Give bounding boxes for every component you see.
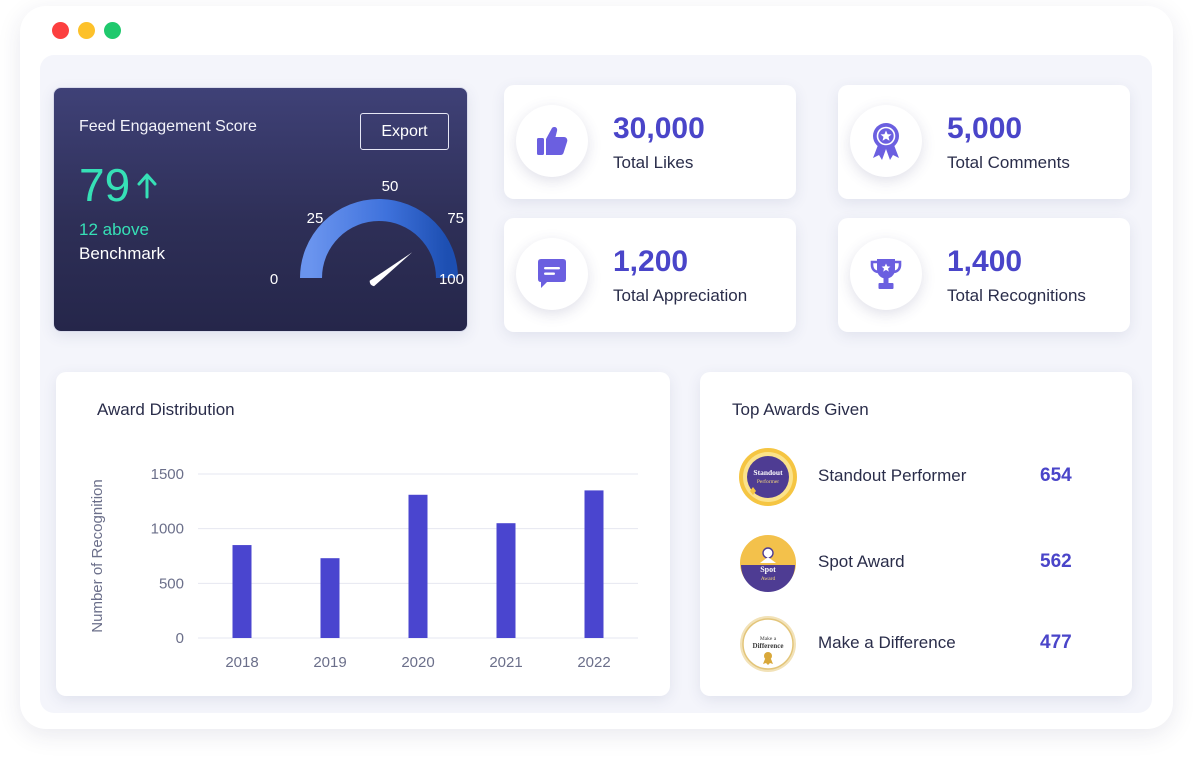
appreciation-value: 1,200 [613,245,689,278]
stat-card-comments: 5,000 Total Comments [838,85,1130,199]
comments-icon-wrap [850,105,922,177]
difference-badge-text-2: Difference [753,642,784,650]
y-tick-label-0: 0 [176,630,184,647]
engagement-gauge: 0 25 50 75 100 [270,178,464,288]
y-tick-label-1500: 1500 [151,466,184,483]
thumbs-up-icon [537,127,568,155]
x-tick-label-2019: 2019 [313,654,346,671]
award-distribution-chart: 0 500 1000 1500 2018 2019 2020 2021 2022 Number o… [89,466,638,671]
gauge-label-100: 100 [439,271,464,288]
x-tick-label-2022: 2022 [577,654,610,671]
spot-badge-text-2: Award [761,576,776,582]
award-count-make-difference: 477 [1040,632,1072,653]
award-row-make-difference[interactable]: Make a Difference Make a Difference 477 [738,614,1098,674]
bar-2022 [584,490,604,638]
close-window-button[interactable] [52,22,69,39]
appreciation-icon-wrap [516,238,588,310]
bar-2020 [408,494,428,638]
bar-2018 [232,545,252,638]
gauge-arc [300,199,458,279]
y-tick-label-1000: 1000 [151,521,184,538]
gauge-label-50: 50 [382,178,399,195]
comments-value: 5,000 [947,112,1023,145]
recognitions-label: Total Recognitions [947,286,1086,305]
gauge-label-75: 75 [447,210,464,227]
comments-label: Total Comments [947,153,1070,172]
y-axis-label: Number of Recognition [89,479,106,632]
award-count-spot: 562 [1040,551,1072,572]
bar-2021 [496,523,516,638]
above-benchmark-value: 12 above [79,220,149,239]
arrow-up-icon [137,173,157,199]
recognitions-icon-wrap [850,238,922,310]
standout-badge-text-2: Performer [757,478,779,485]
minimize-window-button[interactable] [78,22,95,39]
spot-badge-text-1: Spot [760,565,776,574]
feed-engagement-card: Feed Engagement Score Export 79 12 above… [53,87,468,332]
gauge-label-0: 0 [270,271,278,288]
speech-bubble-icon [538,259,566,288]
award-row-spot[interactable]: Spot Award Spot Award 562 [738,533,1098,593]
y-tick-label-500: 500 [159,575,184,592]
x-tick-label-2021: 2021 [489,654,522,671]
badge-icon [873,123,899,160]
dashboard: Feed Engagement Score Export 79 12 above… [40,55,1152,713]
make-a-difference-badge-icon: Make a Difference [740,616,796,672]
likes-icon-wrap [516,105,588,177]
engagement-title: Feed Engagement Score [79,118,257,135]
standout-badge-text-1: Standout [753,468,783,477]
difference-badge-text-1: Make a [760,636,777,642]
gauge-label-25: 25 [307,210,324,227]
app-window: Feed Engagement Score Export 79 12 above… [20,6,1173,729]
award-distribution-card: Award Distribution 0 500 1000 1500 2018 2019 2… [56,372,670,696]
score-row: 79 [79,162,158,208]
spot-award-badge-icon: Spot Award [740,535,796,592]
award-count-standout: 654 [1040,465,1072,486]
benchmark-label: Benchmark [79,244,165,263]
top-awards-card: Top Awards Given Standout Performer Stan… [700,372,1132,696]
likes-label: Total Likes [613,153,694,172]
stat-card-appreciation: 1,200 Total Appreciation [504,218,796,332]
bar-2019 [320,558,340,638]
export-button[interactable]: Export [360,113,449,150]
award-distribution-title: Award Distribution [97,400,235,419]
stat-card-likes: 30,000 Total Likes [504,85,796,199]
award-row-standout[interactable]: Standout Performer Standout Performer 65… [738,447,1098,507]
likes-value: 30,000 [613,112,705,145]
window-controls [52,22,121,39]
award-name-standout: Standout Performer [818,466,967,485]
top-awards-title: Top Awards Given [732,400,869,419]
recognitions-value: 1,400 [947,245,1023,278]
trophy-icon [870,259,902,289]
stat-card-recognitions: 1,400 Total Recognitions [838,218,1130,332]
x-tick-label-2020: 2020 [401,654,434,671]
award-name-spot: Spot Award [818,552,905,571]
award-name-make-difference: Make a Difference [818,633,956,652]
maximize-window-button[interactable] [104,22,121,39]
appreciation-label: Total Appreciation [613,286,748,305]
gauge-needle [369,252,413,287]
x-tick-label-2018: 2018 [225,654,258,671]
engagement-score: 79 [79,159,131,211]
standout-performer-badge-icon: Standout Performer [739,448,797,506]
